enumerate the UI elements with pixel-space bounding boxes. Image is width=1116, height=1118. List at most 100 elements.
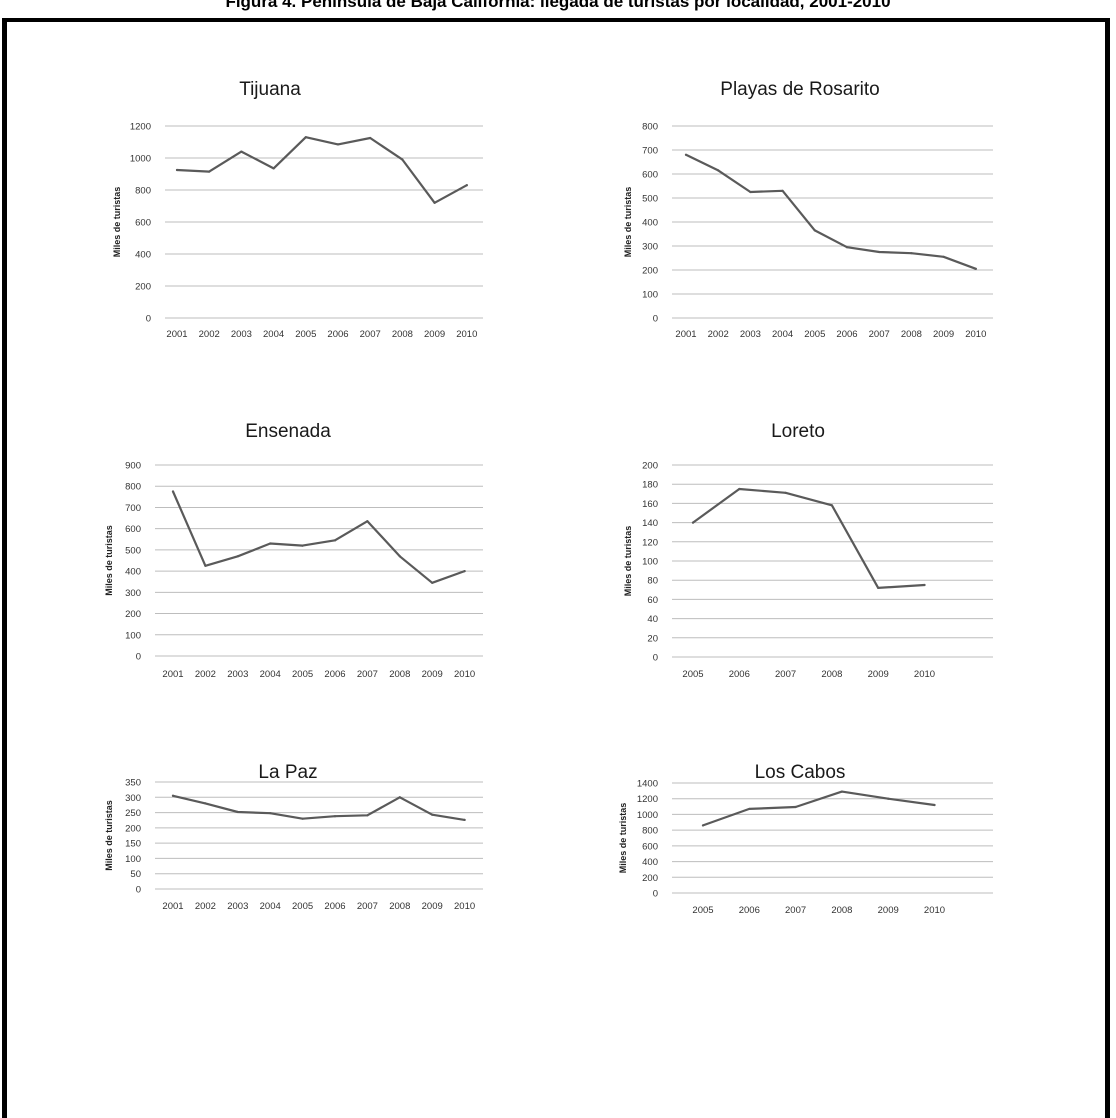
x-tick-label: 2009 [422,901,443,912]
data-point [431,813,434,816]
y-tick-label: 0 [653,653,658,664]
data-point [398,796,401,799]
x-tick-label: 2002 [708,329,729,340]
x-tick-label: 2010 [456,329,477,340]
x-tick-label: 2008 [389,669,410,680]
data-point [366,814,369,817]
x-tick-label: 2009 [878,905,899,916]
data-point [208,170,211,173]
data-point [840,790,844,793]
data-point [204,802,207,805]
data-point [749,190,752,194]
data-point [336,143,340,146]
x-tick-label: 2005 [295,329,316,340]
y-tick-label: 400 [642,218,658,229]
y-tick-label: 120 [642,537,658,548]
y-tick-label: 160 [642,499,658,510]
x-tick-label: 2001 [675,329,696,340]
data-point [433,201,436,204]
data-point [794,805,797,809]
y-tick-label: 600 [642,170,658,181]
data-point [887,797,890,800]
y-tick-label: 50 [130,869,141,880]
data-point [830,504,834,507]
y-tick-label: 800 [642,826,658,837]
chart-title: Tijuana [239,79,301,100]
y-tick-label: 1200 [637,794,658,805]
y-tick-label: 800 [125,482,141,493]
chart-title: La Paz [258,762,317,783]
x-tick-label: 2004 [263,329,284,340]
y-tick-label: 0 [653,314,658,325]
data-point [684,153,688,156]
y-axis-label: Miles de turistas [623,187,633,258]
data-point [431,581,434,584]
y-axis-label: Miles de turistas [112,187,122,258]
chart-6: Los Cabos 0 200 400 600 800 1000 1200 1400 Miles … [618,762,993,916]
data-point [171,490,175,493]
x-tick-label: 2004 [772,329,793,340]
y-tick-label: 700 [642,146,658,157]
data-point [236,555,239,558]
x-tick-label: 2002 [199,329,220,340]
series-line [175,136,468,204]
y-tick-label: 80 [647,576,658,587]
data-point [877,586,880,589]
chart-4: Loreto 0 20 40 60 80 100 120 140 160 180 200 Miles d… [623,421,993,680]
x-tick-label: 2004 [260,669,281,680]
y-tick-label: 1200 [130,122,151,133]
x-tick-label: 2007 [775,669,796,680]
x-tick-label: 2007 [785,905,806,916]
y-axis-label: Miles de turistas [623,526,633,597]
chart-2: Playas de Rosarito 0 100 200 300 400 500 600 700… [623,79,993,340]
y-tick-label: 800 [135,186,151,197]
y-tick-label: 500 [125,545,141,556]
y-tick-label: 600 [125,524,141,535]
data-point [784,491,787,494]
x-tick-label: 2005 [682,669,703,680]
y-tick-label: 0 [136,652,141,663]
x-tick-label: 2001 [162,901,183,912]
data-point [236,810,239,814]
x-tick-label: 2005 [292,669,313,680]
x-tick-label: 2005 [692,905,713,916]
x-tick-label: 2006 [327,329,348,340]
y-tick-label: 250 [125,808,141,819]
y-tick-label: 400 [135,250,151,261]
y-tick-label: 800 [642,122,658,133]
y-tick-label: 1400 [637,779,658,790]
x-tick-label: 2010 [924,905,945,916]
y-tick-label: 600 [135,218,151,229]
data-point [272,167,275,170]
y-tick-label: 100 [125,630,141,641]
data-point [701,824,705,827]
x-tick-label: 2004 [260,901,281,912]
x-tick-label: 2003 [231,329,252,340]
x-tick-label: 2010 [965,329,986,340]
y-tick-label: 300 [642,242,658,253]
x-tick-label: 2008 [821,669,842,680]
chart-3: Ensenada 0 100 200 300 400 500 600 700 800 900 Mile… [104,421,483,680]
data-point [304,136,307,139]
x-tick-label: 2009 [424,329,445,340]
data-point [240,150,243,153]
data-point [813,229,816,232]
data-point [398,555,401,558]
chart-5: La Paz 0 50 100 150 200 250 300 350 Miles de turi… [104,762,483,912]
chart-title: Los Cabos [755,762,846,783]
y-tick-label: 200 [135,282,151,293]
y-tick-label: 200 [642,461,658,472]
y-tick-label: 200 [642,266,658,277]
y-tick-label: 0 [146,314,151,325]
x-tick-label: 2007 [360,329,381,340]
y-tick-label: 500 [642,194,658,205]
data-point [465,184,468,187]
series-line [171,794,466,822]
y-axis-label: Miles de turistas [618,803,628,874]
chart-1: Tijuana 0 200 400 600 800 1000 1200 Miles de tur… [112,79,483,340]
data-point [463,818,466,822]
x-tick-label: 2001 [162,669,183,680]
figure-frame [2,18,1110,1118]
data-point [269,812,272,815]
y-tick-label: 400 [125,567,141,578]
